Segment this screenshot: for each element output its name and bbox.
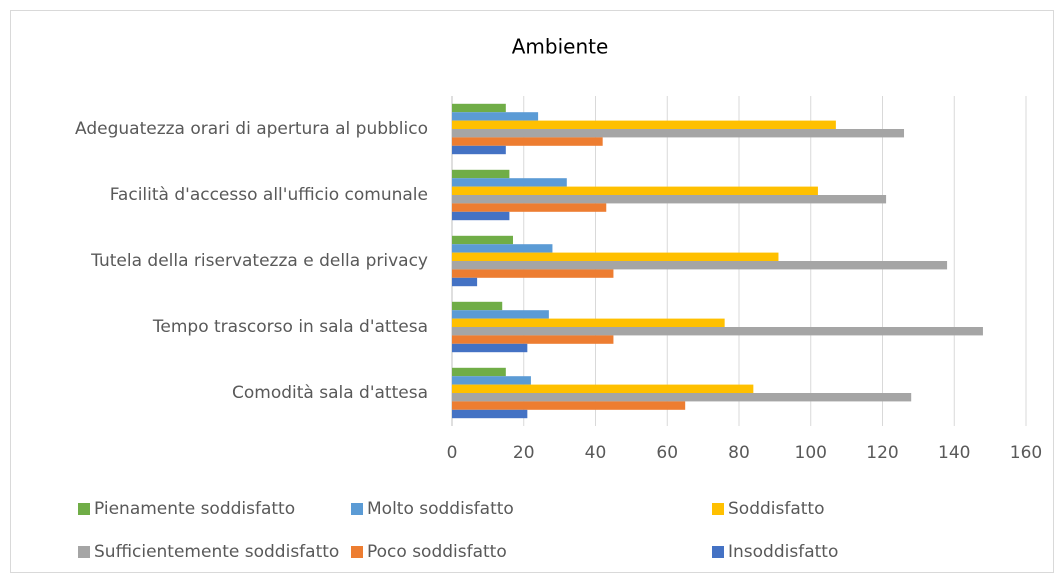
- bar: [452, 310, 549, 319]
- bar: [452, 367, 506, 377]
- bar: [452, 376, 531, 385]
- bar: [452, 169, 510, 179]
- x-tick-label: 100: [795, 443, 827, 463]
- bar: [452, 318, 725, 327]
- x-tick-label: 160: [1010, 443, 1042, 463]
- bar: [452, 269, 614, 278]
- legend-swatch: [712, 503, 724, 515]
- legend-label: Pienamente soddisfatto: [94, 499, 295, 519]
- x-tick-label: 20: [513, 443, 535, 463]
- bar: [452, 335, 614, 344]
- legend-swatch: [351, 546, 363, 558]
- bar: [452, 277, 478, 287]
- bar: [452, 409, 528, 419]
- legend-label: Poco soddisfatto: [367, 542, 507, 562]
- y-tick-label: Tempo trascorso in sala d'attesa: [152, 317, 428, 337]
- legend-swatch: [351, 503, 363, 515]
- bar: [452, 203, 607, 212]
- bar: [452, 211, 510, 221]
- x-tick-label: 140: [938, 443, 970, 463]
- y-tick-label: Tutela della riservatezza e della privac…: [90, 251, 428, 271]
- bar: [452, 327, 983, 336]
- y-tick-label: Comodità sala d'attesa: [232, 383, 428, 403]
- x-tick-label: 80: [728, 443, 750, 463]
- bar: [452, 343, 528, 353]
- x-tick-label: 0: [447, 443, 458, 463]
- chart-border: [10, 10, 1054, 573]
- bar: [452, 145, 506, 155]
- bar: [452, 235, 513, 245]
- bar: [452, 137, 603, 146]
- y-tick-label: Facilità d'accesso all'ufficio comunale: [110, 185, 428, 205]
- bar: [452, 244, 553, 253]
- chart-title: Ambiente: [512, 35, 609, 59]
- bar: [452, 186, 818, 195]
- bar: [452, 112, 539, 121]
- legend-swatch: [78, 503, 90, 515]
- bar: [452, 261, 948, 270]
- legend-label: Insoddisfatto: [728, 542, 838, 562]
- bar: [452, 401, 686, 410]
- legend-label: Molto soddisfatto: [367, 499, 514, 519]
- y-tick-label: Adeguatezza orari di apertura al pubblic…: [75, 119, 428, 139]
- bar: [452, 178, 567, 187]
- legend-label: Soddisfatto: [728, 499, 825, 519]
- x-tick-label: 120: [866, 443, 898, 463]
- legend-label: Sufficientemente soddisfatto: [94, 542, 339, 562]
- bar: [452, 393, 912, 402]
- bar: [452, 195, 887, 204]
- bar: [452, 120, 836, 129]
- x-tick-label: 40: [585, 443, 607, 463]
- legend-swatch: [78, 546, 90, 558]
- bar: [452, 252, 779, 261]
- legend-swatch: [712, 546, 724, 558]
- bar: [452, 129, 905, 138]
- x-tick-label: 60: [656, 443, 678, 463]
- bar: [452, 103, 506, 113]
- bar: [452, 301, 503, 311]
- bar: [452, 384, 754, 393]
